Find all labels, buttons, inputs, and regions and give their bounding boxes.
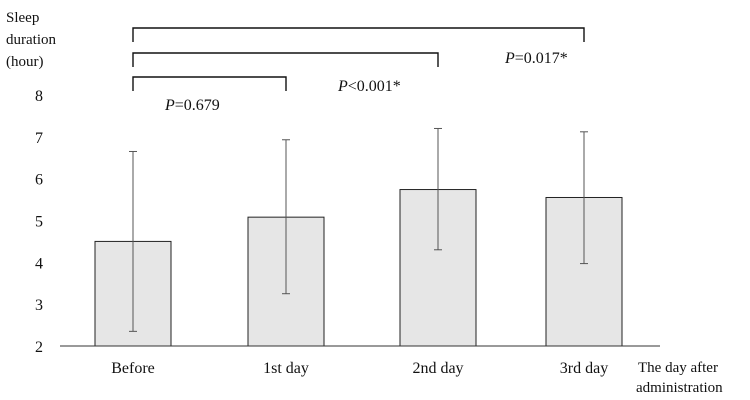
bar-series bbox=[94, 189, 623, 347]
p-value-text: <0.001* bbox=[348, 78, 401, 95]
x-category-label: 2nd day bbox=[412, 360, 463, 377]
p-value-text: =0.017* bbox=[515, 50, 568, 67]
x-axis-title: The day after administration bbox=[636, 360, 723, 396]
y-tick-label: 5 bbox=[35, 214, 43, 231]
x-axis-title-line-1: The day after bbox=[638, 360, 718, 376]
x-category-label: 3rd day bbox=[560, 360, 608, 377]
y-tick-label: 6 bbox=[35, 172, 43, 189]
significance-bracket bbox=[132, 76, 287, 91]
p-value-symbol: P bbox=[164, 97, 175, 114]
y-axis-title-line-2: duration bbox=[6, 32, 56, 48]
significance-bracket bbox=[132, 52, 439, 67]
significance-bracket bbox=[132, 27, 585, 42]
y-tick-label: 8 bbox=[35, 88, 43, 105]
y-tick-label: 2 bbox=[35, 339, 43, 356]
x-category-label: Before bbox=[111, 360, 155, 377]
p-value-label: P<0.001* bbox=[337, 78, 401, 95]
y-tick-label: 7 bbox=[35, 130, 43, 147]
p-value-label: P=0.679 bbox=[164, 97, 220, 114]
x-axis-title-line-2: administration bbox=[636, 380, 723, 396]
y-axis-title-line-1: Sleep bbox=[6, 10, 39, 26]
y-axis-title-line-3: (hour) bbox=[6, 54, 44, 70]
x-category-label: 1st day bbox=[263, 360, 309, 377]
y-axis-title: Sleep duration (hour) bbox=[6, 10, 56, 70]
p-value-text: =0.679 bbox=[175, 97, 220, 114]
significance-brackets bbox=[132, 27, 585, 91]
error-bars bbox=[129, 127, 588, 332]
p-value-label: P=0.017* bbox=[504, 50, 568, 67]
p-value-symbol: P bbox=[337, 78, 348, 95]
p-value-symbol: P bbox=[504, 50, 515, 67]
y-tick-label: 3 bbox=[35, 297, 43, 314]
y-tick-labels: 2 3 4 5 6 7 8 bbox=[35, 88, 43, 356]
x-category-labels: Before 1st day 2nd day 3rd day bbox=[111, 360, 608, 377]
y-tick-label: 4 bbox=[35, 255, 43, 272]
